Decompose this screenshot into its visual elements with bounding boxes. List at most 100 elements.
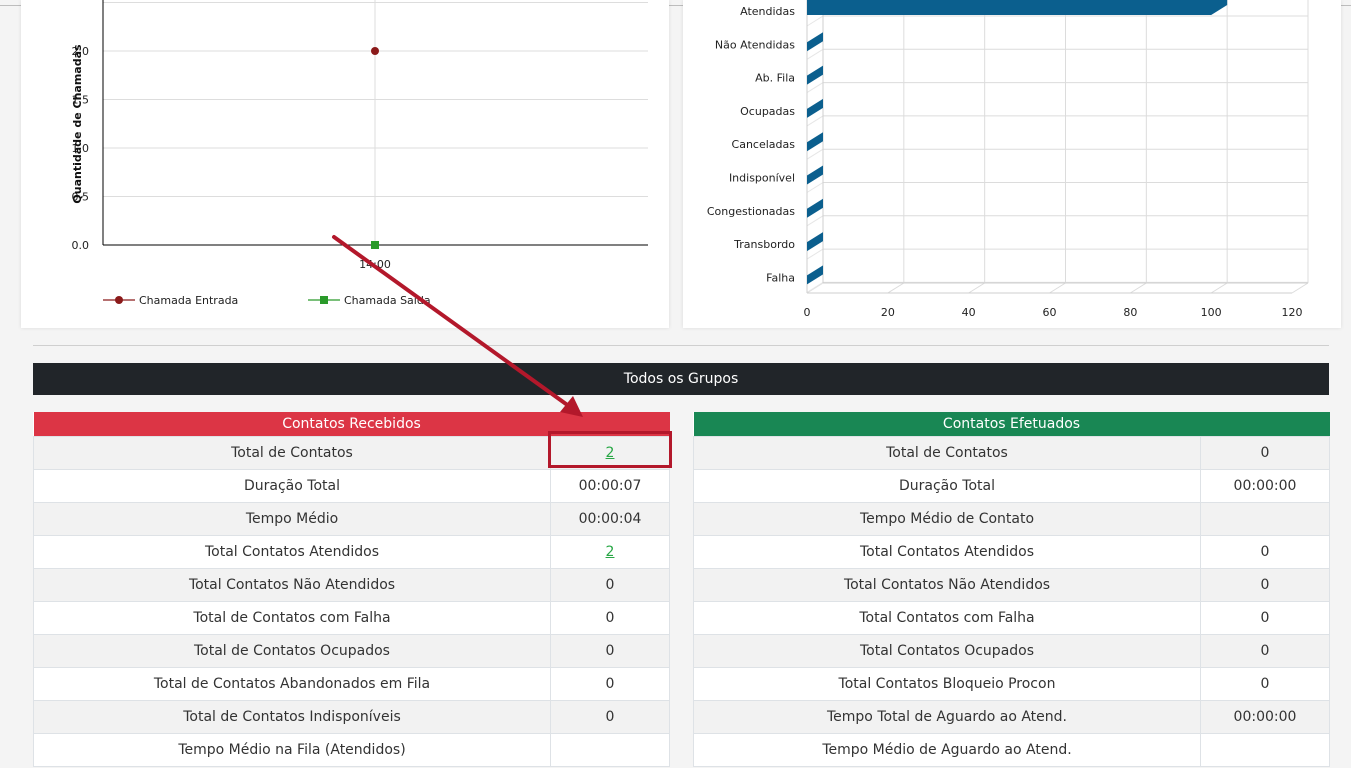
x-tick-label: 40 [962, 306, 976, 319]
received-contacts-table: Contatos Recebidos Total de Contatos 2 D… [33, 412, 671, 767]
bar-stub [807, 265, 823, 285]
gridline [806, 282, 824, 294]
category-label: Ocupadas [740, 105, 795, 118]
table-row: Total Contatos Não Atendidos 0 [693, 568, 1330, 602]
bar [807, 98, 823, 118]
bar-stub [807, 65, 823, 85]
bar-chart: Atendidas Não Atendidas Ab. Fila Ocupadas Ca… [707, 0, 1309, 319]
x-tick-label: 14:00 [359, 258, 391, 271]
table-row: Total Contatos Atendidos 0 [693, 535, 1330, 569]
row-value: 2 [549, 436, 671, 470]
row-value [549, 733, 671, 767]
x-tick-label: 80 [1123, 306, 1137, 319]
row-label: Tempo Médio de Aguardo ao Atend. [693, 733, 1201, 767]
line-chart-grid [103, 0, 648, 245]
category-label: Canceladas [732, 138, 796, 151]
table-row: Total Contatos Não Atendidos 0 [33, 568, 671, 602]
table-row: Total de Contatos com Falha 0 [33, 601, 671, 635]
table-row: Tempo Médio na Fila (Atendidos) [33, 733, 671, 767]
bar-chart-x-ticks: 0 20 40 60 80 100 120 [804, 306, 1303, 319]
row-label: Total Contatos Atendidos [33, 535, 551, 569]
row-label: Total Contatos Não Atendidos [33, 568, 551, 602]
row-value: 0 [549, 700, 671, 734]
received-header: Contatos Recebidos [33, 412, 670, 437]
total-contacts-link[interactable]: 2 [605, 445, 615, 461]
x-tick-label: 120 [1282, 306, 1303, 319]
row-value: 2 [549, 535, 671, 569]
gridline [1049, 282, 1066, 294]
category-label: Ab. Fila [755, 72, 795, 85]
row-label: Total de Contatos [693, 436, 1201, 470]
line-chart-legend[interactable]: Chamada Entrada Chamada Saída [103, 294, 431, 307]
bar [807, 232, 823, 252]
bar [807, 0, 1228, 15]
point-chamada-entrada [371, 47, 379, 55]
table-row: Duração Total 00:00:07 [33, 469, 671, 503]
bar-stub [807, 165, 823, 185]
bar [807, 32, 823, 52]
bar-stub [807, 32, 823, 52]
legend-item[interactable]: Chamada Entrada [103, 294, 238, 307]
bar-chart-panel: Atendidas Não Atendidas Ab. Fila Ocupadas Ca… [683, 0, 1341, 328]
row-value: 0 [1200, 535, 1330, 569]
y-axis-label: Quantidade de Chamadas [71, 44, 84, 204]
row-value [1200, 733, 1330, 767]
table-row: Duração Total 00:00:00 [693, 469, 1330, 503]
table-row: Tempo Total de Aguardo ao Atend. 00:00:0… [693, 700, 1330, 734]
row-label: Tempo Médio [33, 502, 551, 536]
gridline [1291, 282, 1309, 294]
row-value: 0 [1200, 601, 1330, 635]
row-value: 0 [549, 601, 671, 635]
row-value: 00:00:04 [549, 502, 671, 536]
bar-stub [807, 132, 823, 152]
y-tick-label: 0.0 [72, 239, 90, 252]
category-label: Congestionadas [707, 205, 795, 218]
gridline [806, 248, 824, 260]
made-header: Contatos Efetuados [693, 412, 1330, 437]
row-label: Total Contatos Atendidos [693, 535, 1201, 569]
row-value: 0 [549, 667, 671, 701]
bar-chart-category-labels: Atendidas Não Atendidas Ab. Fila Ocupadas Ca… [707, 5, 795, 284]
table-row: Tempo Médio 00:00:04 [33, 502, 671, 536]
table-row: Total Contatos com Falha 0 [693, 601, 1330, 635]
table-row: Total de Contatos 0 [693, 436, 1330, 470]
gridline [806, 148, 824, 160]
group-title: Todos os Grupos [33, 363, 1329, 395]
y-tick-label: 0.5 [72, 191, 90, 204]
point-chamada-saida [371, 241, 379, 249]
row-label: Total de Contatos Abandonados em Fila [33, 667, 551, 701]
gridline [806, 115, 824, 127]
row-value: 0 [1200, 634, 1330, 668]
row-label: Duração Total [33, 469, 551, 503]
bar [807, 132, 823, 152]
row-label: Tempo Total de Aguardo ao Atend. [693, 700, 1201, 734]
x-tick-label: 20 [881, 306, 895, 319]
row-label: Tempo Médio de Contato [693, 502, 1201, 536]
gridline [806, 82, 824, 94]
bar-chart-grid [806, 0, 1309, 294]
table-row: Total de Contatos 2 [33, 436, 671, 470]
table-row: Total de Contatos Indisponíveis 0 [33, 700, 671, 734]
category-label: Indisponível [729, 172, 795, 185]
answered-contacts-link[interactable]: 2 [605, 544, 615, 560]
row-label: Tempo Médio na Fila (Atendidos) [33, 733, 551, 767]
row-label: Total de Contatos Ocupados [33, 634, 551, 668]
bar-stub [807, 98, 823, 118]
row-value: 0 [549, 568, 671, 602]
gridline [1130, 282, 1147, 294]
table-row: Total Contatos Ocupados 0 [693, 634, 1330, 668]
gridline [806, 15, 824, 27]
category-label: Falha [766, 271, 795, 284]
legend-item[interactable]: Chamada Saída [308, 294, 431, 307]
row-label: Total de Contatos com Falha [33, 601, 551, 635]
made-contacts-table: Contatos Efetuados Total de Contatos 0 D… [693, 412, 1330, 767]
bar [807, 265, 823, 285]
x-tick-label: 0 [804, 306, 811, 319]
row-value: 00:00:00 [1200, 700, 1330, 734]
table-row: Total Contatos Atendidos 2 [33, 535, 671, 569]
table-row: Total Contatos Bloqueio Procon 0 [693, 667, 1330, 701]
row-label: Total Contatos Não Atendidos [693, 568, 1201, 602]
row-value [1200, 502, 1330, 536]
row-value: 0 [1200, 436, 1330, 470]
y-tick-label: 2.0 [72, 45, 90, 58]
